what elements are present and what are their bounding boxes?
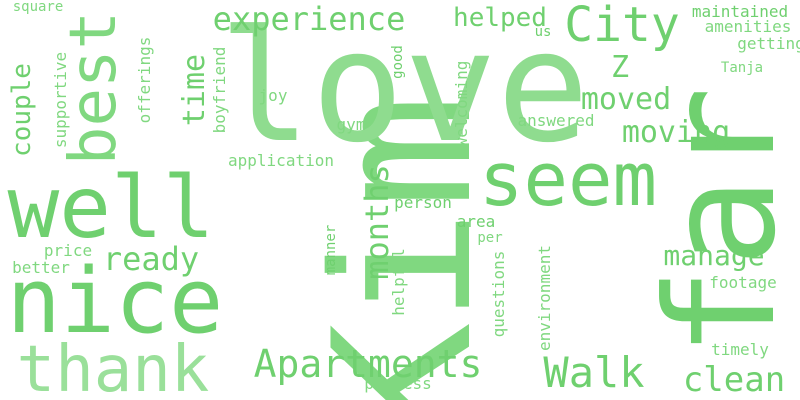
word-process: process	[364, 374, 432, 393]
word-best: best	[57, 10, 131, 166]
word-us: us	[534, 24, 552, 40]
word-joy: joy	[258, 86, 288, 105]
word-couple: couple	[7, 63, 37, 157]
word-gym: gym	[336, 115, 366, 134]
word-per: per	[477, 230, 503, 246]
word-answered: answered	[517, 111, 595, 130]
word-city: City	[564, 0, 680, 53]
word-application: application	[228, 151, 334, 170]
word-walk: Walk	[543, 348, 645, 397]
word-helped: helped	[453, 3, 547, 33]
word-z: Z	[610, 50, 630, 85]
word-getting: getting	[737, 34, 800, 53]
word-moved: moved	[580, 82, 672, 117]
word-questions: questions	[489, 250, 508, 338]
word-maintained: maintained	[691, 2, 789, 21]
word-amenities: amenities	[704, 17, 792, 36]
word-experience: experience	[212, 0, 406, 38]
word-offerings: offerings	[135, 36, 154, 124]
word-seem: seem	[478, 137, 658, 223]
word-good: good	[390, 45, 406, 79]
word-boyfriend: boyfriend	[210, 46, 229, 134]
word-footage: footage	[709, 273, 777, 292]
word-environment: environment	[535, 245, 554, 351]
word-better: better	[12, 258, 70, 277]
word-nice: nice	[6, 249, 224, 354]
word-supportive: supportive	[51, 51, 70, 149]
word-ready: ready	[102, 240, 200, 278]
word-tanja: Tanja	[720, 60, 764, 76]
word-thank: thank	[16, 333, 210, 400]
word-timely: timely	[711, 340, 769, 359]
word-well: well	[7, 158, 215, 258]
word-moving: moving	[621, 115, 731, 150]
word-square: square	[12, 0, 64, 15]
word-helpful: helpful	[389, 248, 408, 316]
word-person: person	[394, 193, 452, 212]
word-love: love	[218, 0, 590, 177]
word-manner: manner	[323, 224, 339, 276]
word-manage: manage	[663, 239, 765, 272]
word-apartments: Apartments	[253, 342, 483, 386]
word-area: area	[456, 212, 496, 231]
word-price: price	[43, 241, 93, 260]
word-welcoming: welcoming	[452, 60, 471, 148]
word-clean: clean	[682, 360, 786, 400]
word-time: time	[177, 53, 212, 127]
